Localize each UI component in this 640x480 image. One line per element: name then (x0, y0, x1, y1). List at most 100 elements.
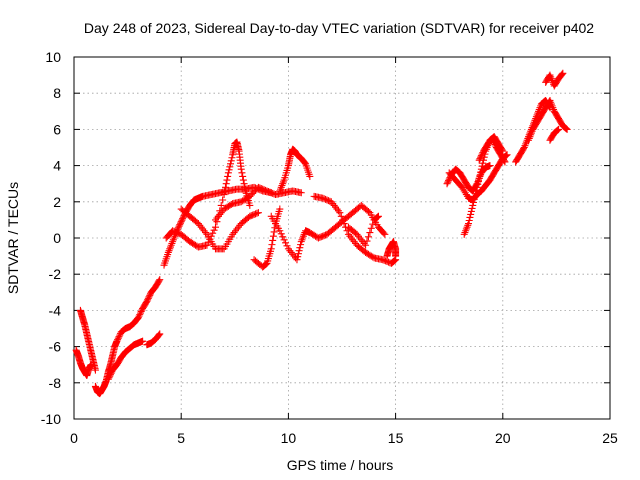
data-point (297, 241, 305, 249)
chart-title: Day 248 of 2023, Sidereal Day-to-day VTE… (84, 20, 594, 36)
data-point (301, 159, 309, 167)
data-point (237, 165, 245, 173)
series-sat-i (212, 183, 305, 224)
data-point (380, 229, 388, 237)
data-point (467, 207, 475, 215)
data-point (491, 140, 499, 148)
data-point (283, 242, 291, 250)
data-point (212, 223, 220, 231)
data-point (276, 227, 284, 235)
x-tick-label: 20 (495, 430, 511, 446)
data-point (139, 337, 147, 345)
data-point (144, 296, 152, 304)
y-tick-label: -4 (49, 302, 62, 318)
data-point (113, 337, 121, 345)
series-sat-g (162, 138, 254, 251)
data-point (240, 180, 248, 188)
data-point (392, 252, 400, 260)
grid-lines (74, 57, 610, 419)
data-point (293, 256, 301, 264)
y-tick-label: -6 (49, 339, 62, 355)
data-point (241, 183, 249, 191)
data-point (443, 180, 451, 188)
y-tick-label: -2 (49, 266, 62, 282)
data-point (156, 276, 164, 284)
data-point (238, 169, 246, 177)
data-point (222, 180, 230, 188)
data-point (268, 241, 276, 249)
series-sat-l (267, 201, 389, 264)
data-point (503, 151, 511, 159)
y-tick-labels: -10 -8 -6 -4 -2 0 2 4 6 8 10 (41, 49, 61, 427)
data-point (175, 222, 183, 230)
data-point (104, 375, 112, 383)
data-point (474, 180, 482, 188)
data-point (476, 171, 484, 179)
series-sat-o (383, 238, 400, 260)
series-sat-c (91, 276, 164, 398)
data-point (176, 219, 184, 227)
data-point (367, 224, 375, 232)
y-tick-label: -8 (49, 375, 62, 391)
data-point (269, 236, 277, 244)
data-points (72, 69, 571, 398)
data-point (221, 187, 229, 195)
data-point (219, 196, 227, 204)
data-point (210, 226, 218, 234)
series-sat-q (445, 151, 511, 204)
data-point (277, 230, 285, 238)
data-point (296, 244, 304, 252)
data-point (520, 145, 528, 153)
data-point (490, 137, 498, 145)
data-point (364, 233, 372, 241)
data-point (177, 218, 185, 226)
data-point (276, 205, 284, 213)
series-sat-m (310, 192, 400, 267)
data-point (490, 139, 498, 147)
data-point (114, 334, 122, 342)
data-point (143, 297, 151, 305)
data-point (486, 162, 494, 170)
data-point (246, 201, 254, 209)
data-point (306, 172, 314, 180)
data-point (444, 177, 452, 185)
data-point (339, 216, 347, 224)
data-point (270, 228, 278, 236)
series-sat-h (177, 205, 262, 253)
x-tick-label: 25 (602, 430, 618, 446)
data-point (225, 166, 233, 174)
y-tick-label: 8 (53, 85, 61, 101)
data-point (364, 207, 372, 215)
data-point (280, 236, 288, 244)
data-point (555, 125, 563, 133)
data-point (478, 162, 486, 170)
data-point (106, 371, 114, 379)
data-point (340, 220, 348, 228)
y-tick-label: 6 (53, 121, 61, 137)
data-point (227, 160, 235, 168)
data-point (477, 152, 485, 160)
data-point (294, 250, 302, 258)
y-tick-label: 0 (53, 230, 61, 246)
y-tick-label: 4 (53, 158, 61, 174)
data-point (239, 172, 247, 180)
data-point (366, 229, 374, 237)
data-point (475, 177, 483, 185)
y-tick-label: 10 (45, 49, 61, 65)
data-point (156, 330, 164, 338)
data-point (477, 153, 485, 161)
data-point (253, 209, 261, 217)
data-point (217, 201, 225, 209)
data-point (464, 220, 472, 228)
data-point (562, 125, 570, 133)
data-point (179, 213, 187, 221)
data-point (558, 70, 566, 78)
data-point (262, 260, 270, 268)
data-point (267, 245, 275, 253)
data-point (295, 247, 303, 255)
data-point (374, 212, 382, 220)
data-point (336, 209, 344, 217)
data-point (489, 136, 497, 144)
data-point (479, 159, 487, 167)
